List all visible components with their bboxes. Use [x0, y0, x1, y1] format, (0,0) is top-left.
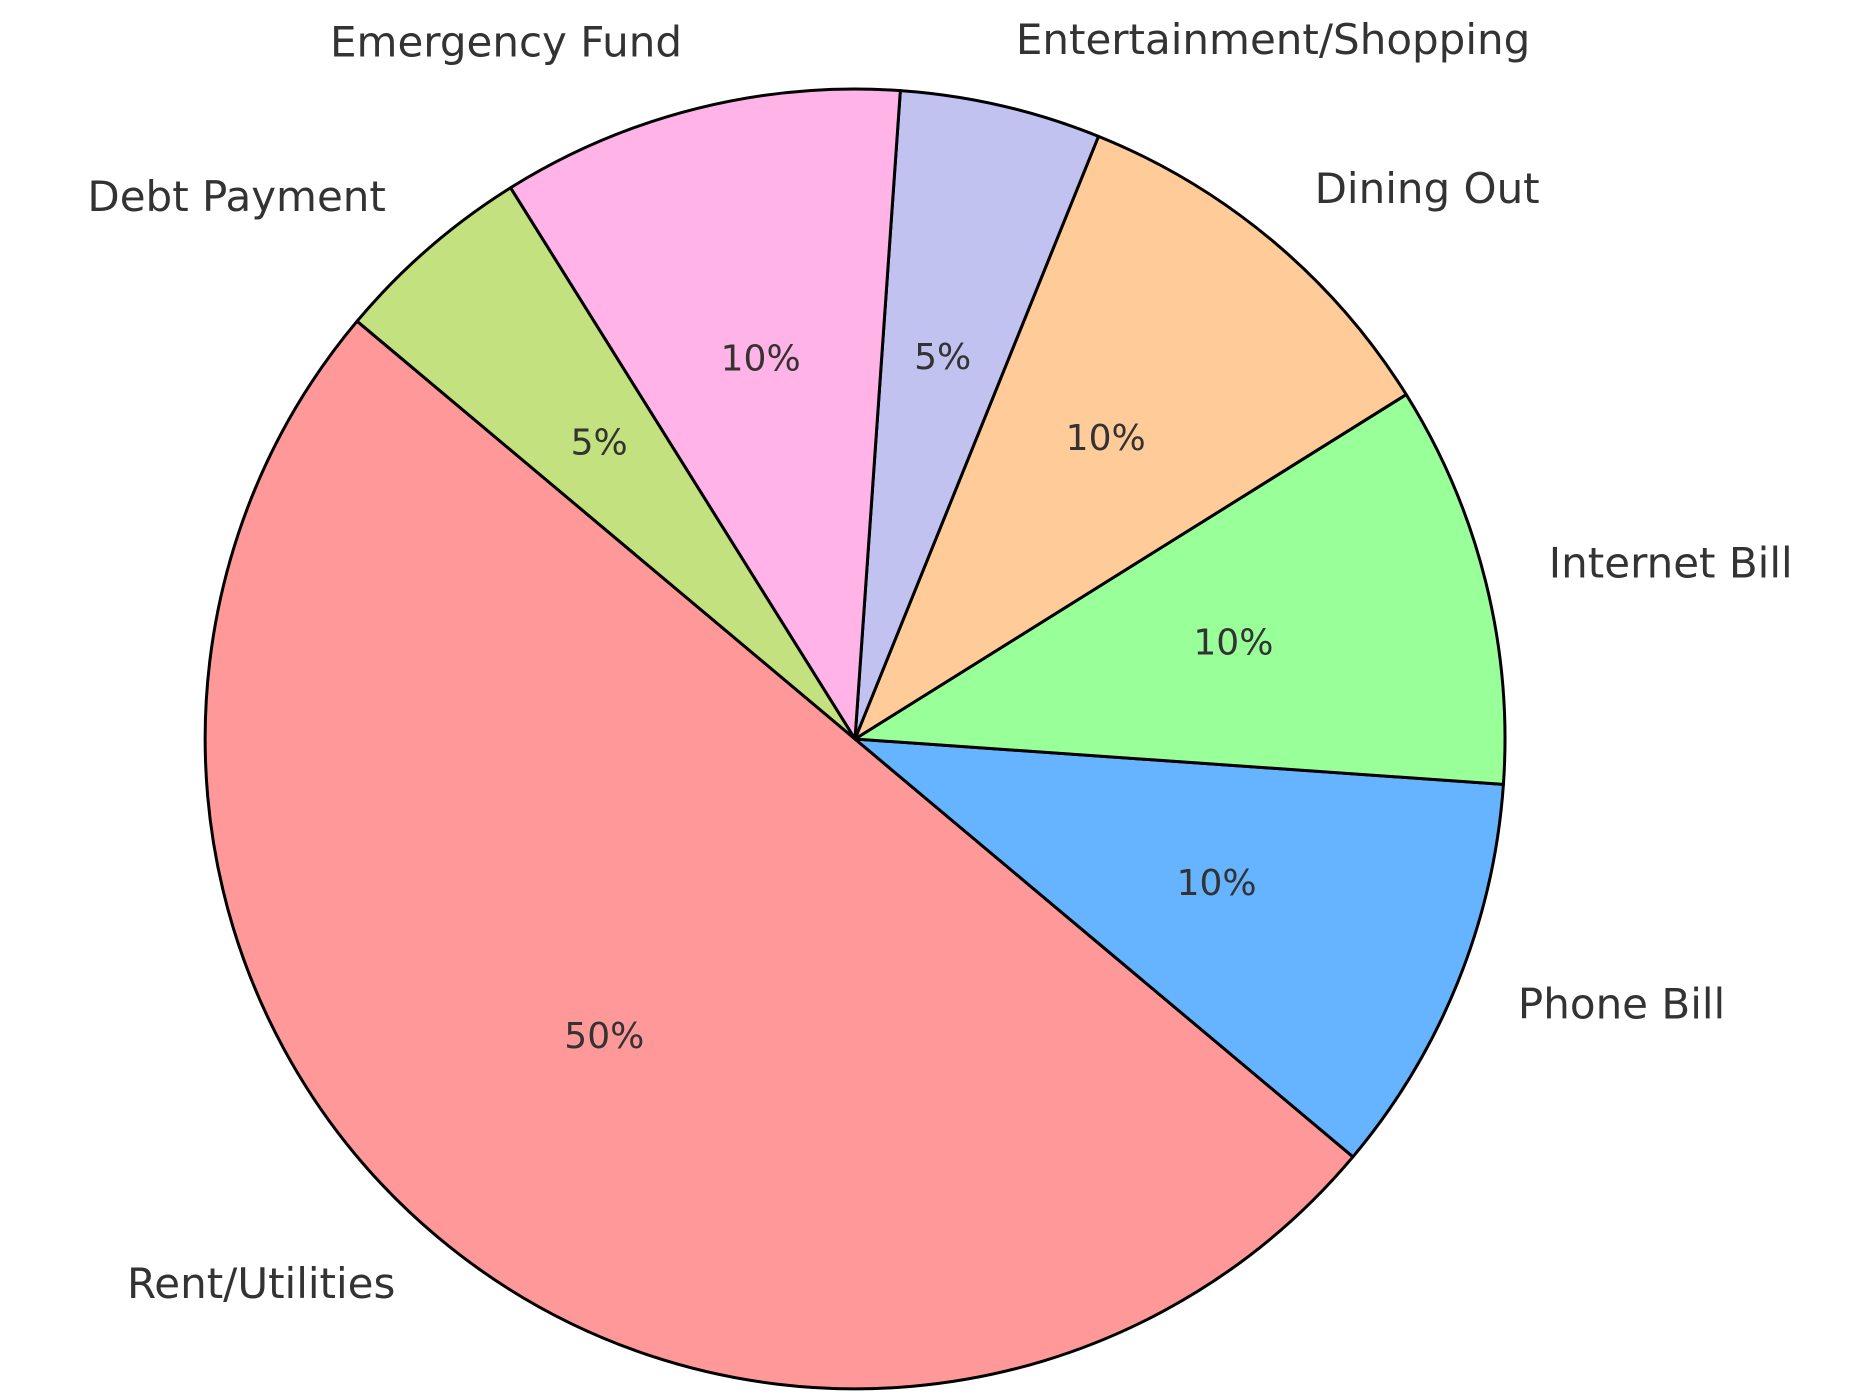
slice-label: Debt Payment — [87, 172, 386, 221]
pie-slice — [853, 89, 1100, 741]
percent-label: 10% — [1193, 623, 1273, 664]
pie-slice — [355, 186, 857, 741]
slice-label: Internet Bill — [1549, 539, 1793, 588]
slice-label: Entertainment/Shopping — [1016, 15, 1530, 64]
percent-label: 50% — [564, 1016, 644, 1057]
slice-label: Emergency Fund — [330, 18, 682, 67]
percent-label: 10% — [721, 339, 801, 380]
percent-label: 5% — [571, 423, 628, 464]
percent-label: 10% — [1066, 418, 1146, 459]
percent-label: 10% — [1177, 863, 1257, 904]
slice-label: Dining Out — [1315, 164, 1540, 213]
slice-label: Phone Bill — [1518, 979, 1725, 1028]
pie-slice — [509, 87, 902, 741]
pie-slice — [853, 134, 1408, 741]
pie-slice — [853, 737, 1505, 1159]
slice-label: Rent/Utilities — [127, 1259, 395, 1308]
percent-label: 5% — [914, 337, 971, 378]
pie-slice — [203, 319, 1355, 1391]
pie-slice — [853, 393, 1507, 786]
